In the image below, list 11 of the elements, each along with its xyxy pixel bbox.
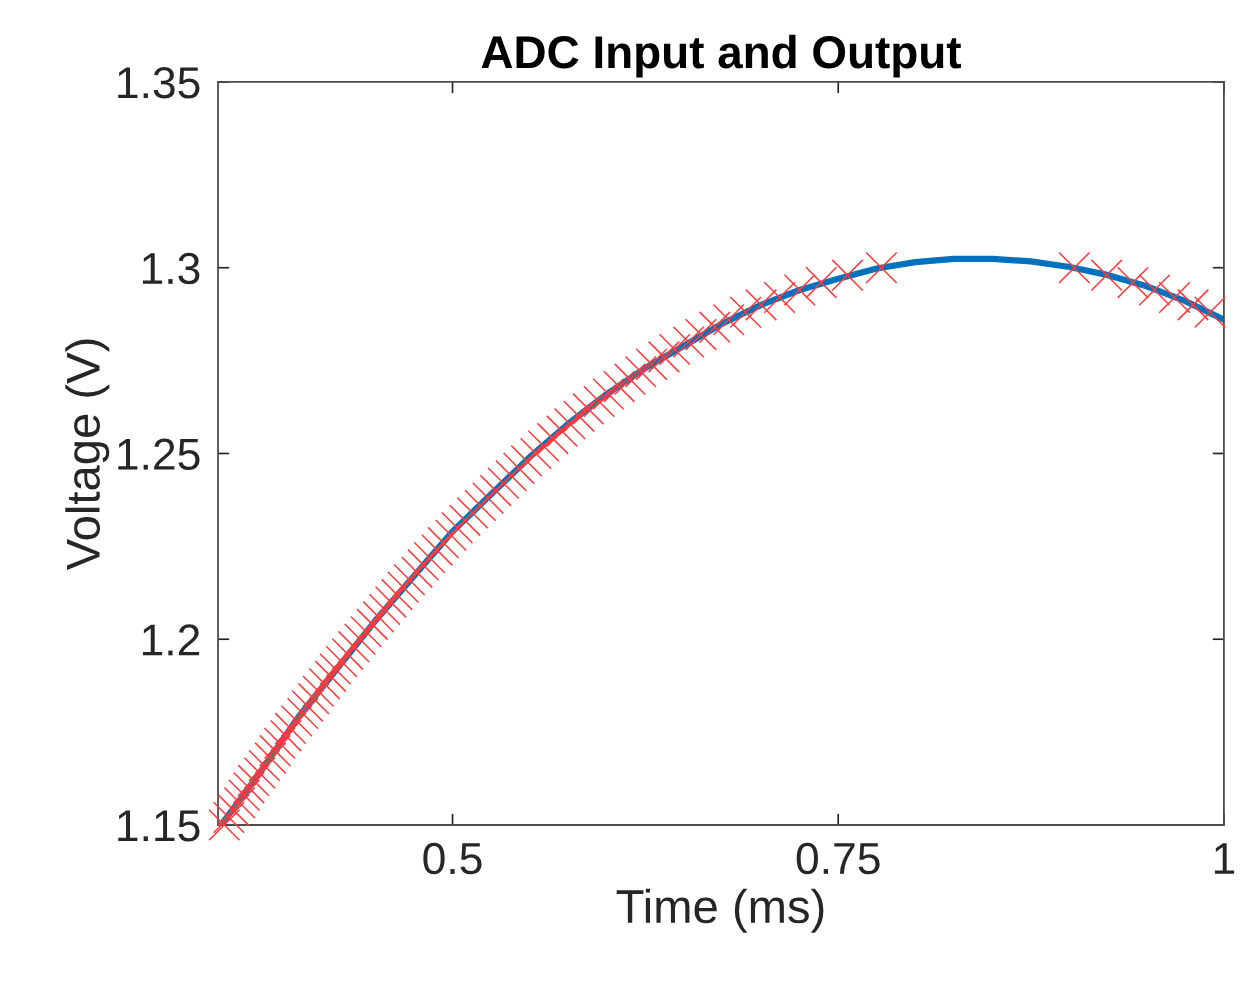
x-tick-label: 1 [1214, 843, 1235, 874]
y-axis-title: Voltage (V) [65, 339, 110, 571]
y-tick-label: 1.15 [118, 810, 200, 842]
x-tick-label: 0.75 [796, 842, 880, 875]
x-tick-label: 0.5 [423, 842, 482, 875]
y-tick-label: 1.3 [142, 252, 200, 285]
chart-title: ADC Input and Output [481, 34, 961, 78]
y-tick-label: 1.35 [118, 67, 200, 99]
y-tick-label: 1.2 [142, 624, 200, 656]
y-tick-label: 1.25 [118, 438, 200, 471]
x-axis-title: Time (ms) [616, 888, 824, 933]
